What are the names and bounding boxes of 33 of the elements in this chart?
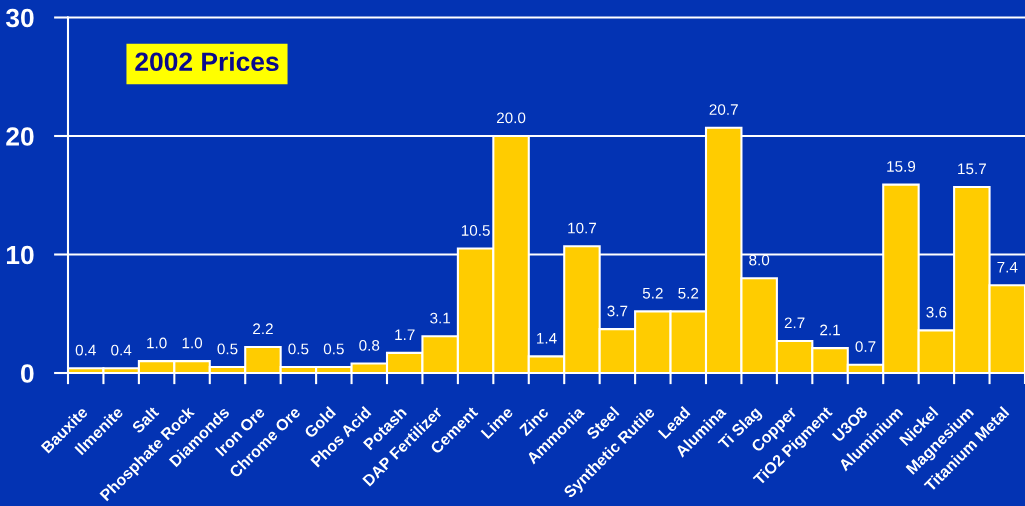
data-label: 20.0: [496, 112, 526, 124]
data-label: 0.4: [111, 344, 132, 356]
data-label: 1.4: [537, 333, 557, 344]
data-label: 15.9: [887, 161, 916, 172]
data-label: 0.7: [855, 341, 876, 352]
data-label: 20.7: [709, 104, 738, 115]
data-label: 0.8: [359, 339, 380, 351]
data-label: 15.7: [958, 163, 986, 175]
data-label: 2.2: [253, 323, 273, 335]
data-label: 1.0: [147, 337, 167, 349]
data-label: 1.0: [182, 337, 203, 349]
data-label: 5.2: [678, 287, 699, 299]
data-label: 10.7: [568, 222, 597, 234]
data-label: 0.5: [323, 343, 344, 355]
data-label: 1.7: [395, 329, 415, 340]
data-label: 3.7: [607, 305, 628, 317]
data-label: 2.7: [784, 317, 805, 329]
x-tick-label: Salt: [130, 405, 160, 434]
y-tick-label: 20: [6, 127, 34, 146]
data-label: 0.4: [75, 344, 96, 356]
data-label: 5.2: [642, 287, 663, 299]
y-tick-label: 10: [6, 245, 34, 265]
data-label: 0.5: [288, 343, 309, 355]
text: 2002 Prices: [135, 51, 279, 72]
y-tick-label: 0: [21, 364, 34, 383]
data-label: 3.1: [430, 312, 451, 324]
data-label: 10.5: [461, 225, 490, 236]
data-label: 0.5: [217, 343, 238, 355]
data-label: 2.1: [820, 324, 840, 336]
data-label: 7.4: [997, 261, 1018, 273]
data-label: 3.6: [926, 306, 947, 318]
data-label: 8.0: [749, 254, 770, 266]
y-tick-label: 30: [5, 8, 34, 28]
